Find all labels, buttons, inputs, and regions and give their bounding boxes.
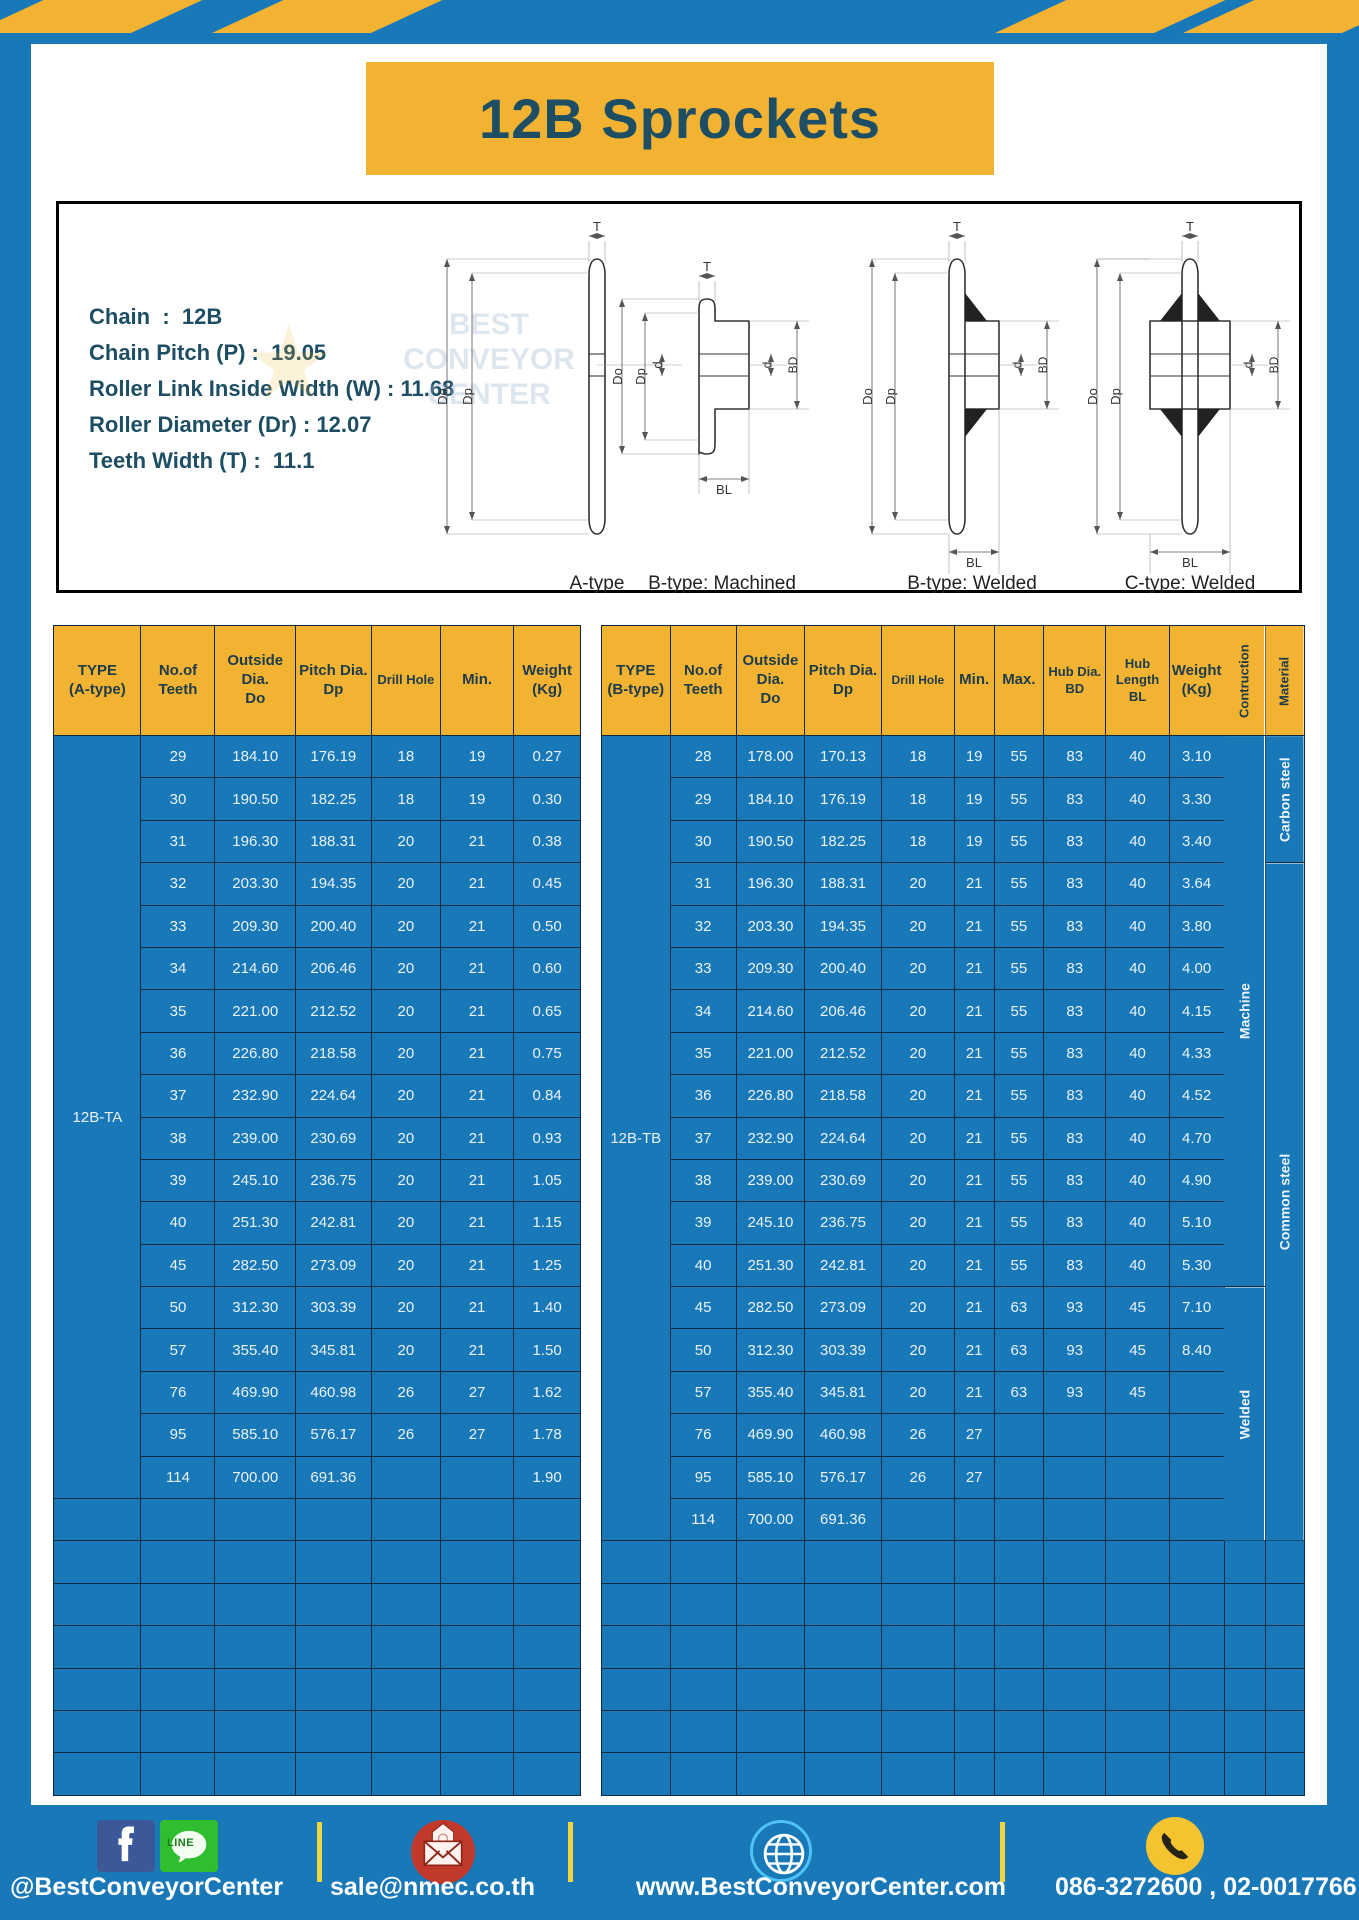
svg-text:Dp: Dp xyxy=(1108,388,1123,405)
svg-text:BD: BD xyxy=(786,356,800,373)
svg-text:B-type: Welded: B-type: Welded xyxy=(907,573,1037,594)
svg-text:Do: Do xyxy=(610,368,625,385)
svg-text:d: d xyxy=(1010,362,1024,369)
svg-text:BD: BD xyxy=(1036,356,1050,373)
svg-text:Dp: Dp xyxy=(460,388,475,405)
svg-text:d: d xyxy=(650,361,665,368)
svg-text:d: d xyxy=(1241,362,1255,369)
svg-text:BL: BL xyxy=(716,482,732,497)
svg-text:Do: Do xyxy=(1085,388,1100,405)
svg-text:T: T xyxy=(593,219,601,234)
svg-text:BL: BL xyxy=(1182,555,1198,570)
svg-text:BD: BD xyxy=(1267,356,1281,373)
svg-text:Do: Do xyxy=(435,388,450,405)
svg-text:T: T xyxy=(703,259,711,274)
svg-text:Dp: Dp xyxy=(883,388,898,405)
svg-text:A-type: A-type xyxy=(570,573,625,594)
svg-text:d: d xyxy=(760,362,774,369)
svg-text:T: T xyxy=(1186,219,1194,234)
svg-text:T: T xyxy=(953,219,961,234)
svg-text:BL: BL xyxy=(966,555,982,570)
svg-text:B-type: Machined: B-type: Machined xyxy=(648,573,796,594)
svg-text:★: ★ xyxy=(249,314,330,414)
svg-text:C-type: Welded: C-type: Welded xyxy=(1125,573,1256,594)
svg-text:CONVEYOR: CONVEYOR xyxy=(403,343,575,376)
svg-text:BEST: BEST xyxy=(449,308,529,341)
svg-text:Do: Do xyxy=(860,388,875,405)
svg-text:Dp: Dp xyxy=(633,368,648,385)
